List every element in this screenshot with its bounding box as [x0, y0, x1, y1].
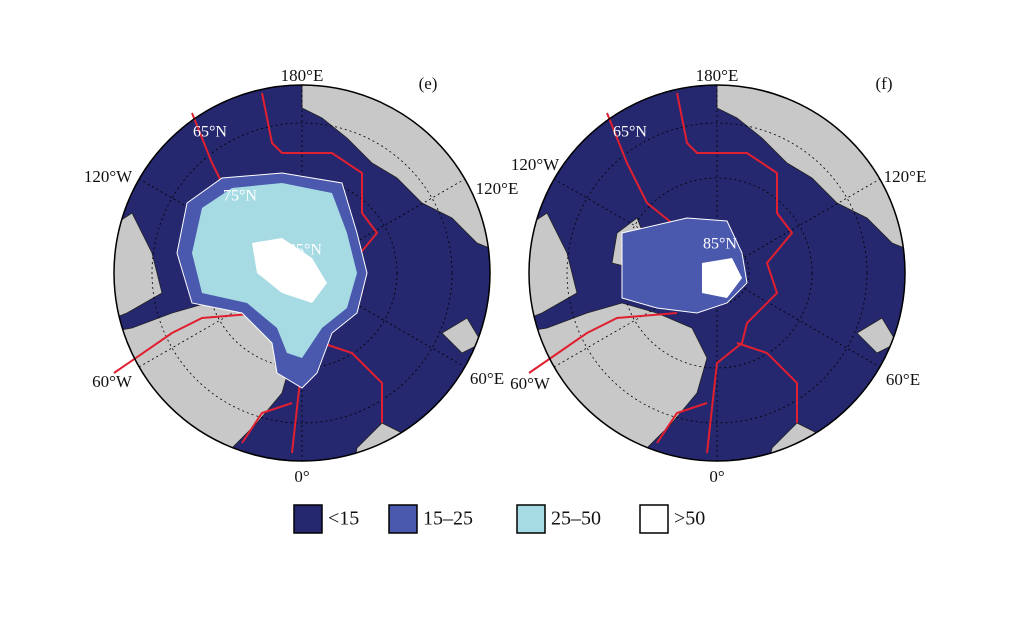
longitude-label: 60°E	[886, 370, 920, 389]
legend-label: <15	[328, 508, 359, 530]
map-f	[517, 73, 917, 473]
latitude-label: 65°N	[613, 124, 647, 141]
longitude-label: 180°E	[281, 66, 324, 85]
legend: <15 15–25 25–50 >50	[293, 504, 705, 534]
panel-label: (f)	[876, 74, 893, 93]
panel-label: (e)	[419, 74, 438, 93]
latitude-label: 65°N	[193, 124, 227, 141]
legend-label: 25–50	[551, 508, 601, 530]
longitude-label: 60°W	[510, 374, 551, 393]
longitude-label: 120°W	[84, 167, 133, 186]
longitude-label: 120°W	[511, 155, 560, 174]
longitude-label: 0°	[709, 467, 724, 486]
legend-label: 15–25	[423, 508, 473, 530]
legend-label: >50	[674, 508, 705, 530]
latitude-label: 85°N	[703, 236, 737, 253]
latitude-label: 85°N	[288, 242, 322, 259]
map-e	[102, 73, 502, 473]
longitude-label: 0°	[294, 467, 309, 486]
longitude-label: 60°E	[470, 369, 504, 388]
longitude-label: 120°E	[476, 179, 519, 198]
legend-swatch	[293, 504, 323, 534]
legend-swatch	[639, 504, 669, 534]
legend-swatch	[516, 504, 546, 534]
longitude-label: 180°E	[696, 66, 739, 85]
legend-swatch	[388, 504, 418, 534]
longitude-label: 60°W	[92, 372, 133, 391]
longitude-label: 120°E	[884, 167, 927, 186]
latitude-label: 75°N	[223, 188, 257, 205]
